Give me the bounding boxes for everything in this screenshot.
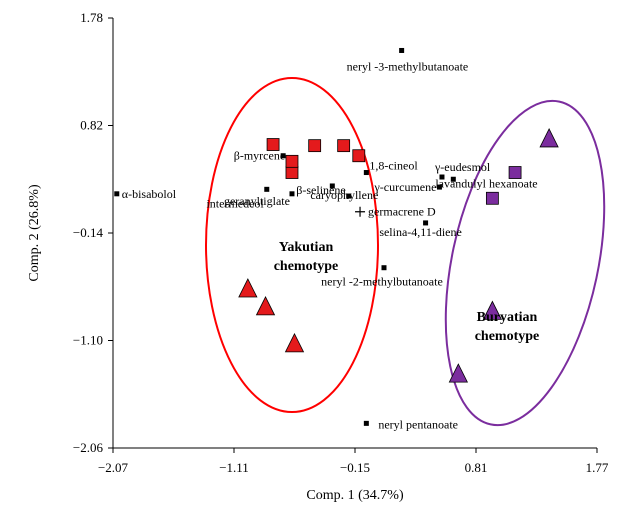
- yakutian-square-point: [352, 149, 366, 163]
- group-label-name: Yakutian: [279, 240, 334, 255]
- loading-marker: [423, 220, 429, 226]
- y-tick-label: −0.14: [73, 225, 104, 240]
- group-label-chemotype: chemotype: [274, 259, 339, 274]
- x-tick-label: −1.11: [219, 460, 249, 475]
- buryatian-square-point: [485, 191, 499, 205]
- buryatian-triangle-point: [482, 300, 503, 320]
- y-tick-label: −2.06: [73, 440, 104, 455]
- loading-label: neryl -2-methylbutanoate: [321, 275, 443, 289]
- loading-label: γ-eudesmol: [434, 160, 491, 174]
- loading-marker: [381, 265, 387, 271]
- loading-label: geranyltiglate: [224, 194, 290, 208]
- loading-marker: [346, 193, 352, 199]
- loading-marker: [114, 191, 120, 197]
- loading-label: neryl -3-methylbutanoate: [347, 59, 469, 73]
- loading-marker: [439, 174, 445, 180]
- loading-plus-marker: [355, 206, 366, 217]
- loading-label: intermedeol: [206, 196, 264, 210]
- loading-label: 1,8-cineol: [369, 159, 418, 173]
- group-label-chemotype: chemotype: [475, 329, 540, 344]
- loading-marker: [289, 191, 295, 197]
- x-tick-label: 0.81: [465, 460, 488, 475]
- y-tick-label: 0.82: [80, 118, 103, 133]
- yakutian-square-point: [285, 166, 299, 179]
- yakutian-triangle-point: [284, 332, 305, 353]
- loading-marker: [399, 47, 405, 53]
- yakutian-triangle-point: [238, 278, 258, 298]
- loading-marker: [436, 184, 442, 190]
- x-tick-label: −0.15: [340, 460, 370, 475]
- yakutian-ellipse: [205, 77, 379, 413]
- loading-marker: [329, 183, 335, 189]
- x-tick-label: −2.07: [98, 460, 129, 475]
- yakutian-triangle-point: [255, 296, 276, 316]
- loading-label: germacrene D: [368, 205, 436, 219]
- yakutian-square-point: [266, 138, 280, 151]
- x-axis-title: Comp. 1 (34.7%): [306, 488, 404, 503]
- loading-marker: [450, 176, 456, 182]
- loading-marker: [280, 153, 286, 159]
- y-tick-label: −1.10: [73, 333, 103, 348]
- loading-label: lavandulyl hexanoate: [435, 176, 537, 190]
- buryatian-ellipse: [444, 99, 606, 427]
- loading-label: β-selinene: [296, 183, 345, 197]
- x-tick-label: 1.77: [586, 460, 609, 475]
- y-axis-title: Comp. 2 (26.8%): [27, 184, 42, 282]
- yakutian-square-point: [285, 154, 299, 168]
- yakutian-square-point: [308, 139, 322, 153]
- loading-label: α-bisabolol: [122, 187, 177, 201]
- buryatian-triangle-point: [539, 128, 559, 148]
- yakutian-square-point: [337, 139, 351, 153]
- loading-label: β-myrcene: [234, 149, 285, 163]
- y-tick-label: 1.78: [80, 10, 103, 25]
- loading-label: selina-4,11-diene: [379, 225, 462, 239]
- loading-label: caryophyllene: [310, 188, 378, 202]
- buryatian-square-point: [508, 166, 522, 179]
- buryatian-triangle-point: [448, 363, 469, 383]
- loading-label: γ-curcumene: [374, 180, 437, 194]
- loading-label: neryl pentanoate: [378, 417, 458, 431]
- loading-marker: [363, 170, 369, 176]
- loading-marker: [363, 420, 369, 426]
- loading-marker: [264, 186, 270, 192]
- group-label-name: Buryatian: [477, 310, 538, 325]
